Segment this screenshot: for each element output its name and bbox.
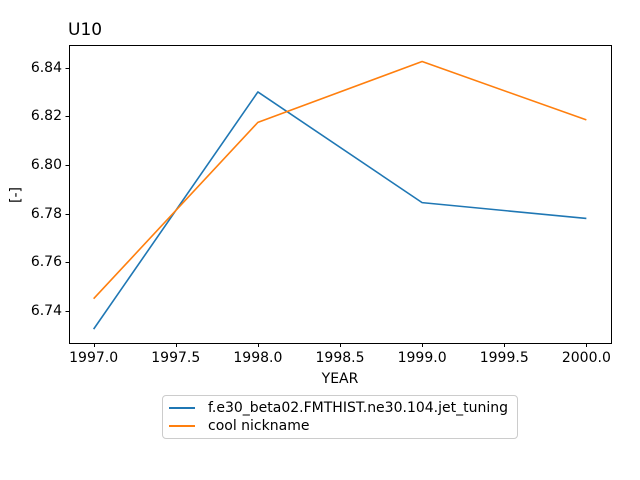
x-tick-label: 1997.5 xyxy=(151,350,201,366)
x-tick-label: 1997.0 xyxy=(69,350,119,366)
y-tick-label: 6.76 xyxy=(30,254,62,271)
legend-label: cool nickname xyxy=(208,418,310,434)
x-tick-label: 1999.0 xyxy=(397,350,447,366)
legend: f.e30_beta02.FMTHIST.ne30.104.jet_tuning… xyxy=(162,395,518,439)
y-tick-label: 6.80 xyxy=(30,156,62,173)
series-line-0 xyxy=(92,91,587,330)
x-tick-label: 2000.0 xyxy=(561,350,611,366)
y-tick-label: 6.78 xyxy=(30,205,62,222)
x-tick-label: 1998.5 xyxy=(315,350,365,366)
legend-item: f.e30_beta02.FMTHIST.ne30.104.jet_tuning xyxy=(169,399,508,417)
y-tick-label: 6.84 xyxy=(30,59,62,76)
legend-label: f.e30_beta02.FMTHIST.ne30.104.jet_tuning xyxy=(208,400,508,416)
orange-line-swatch xyxy=(169,425,195,427)
x-tick-label: 1998.0 xyxy=(233,350,283,366)
x-tick-label: 1999.5 xyxy=(479,350,529,366)
chart-title: U10 xyxy=(68,20,103,40)
y-tick-label: 6.74 xyxy=(30,302,62,319)
y-axis-label: [-] xyxy=(8,187,24,203)
legend-item: cool nickname xyxy=(169,417,508,435)
x-axis-label: YEAR xyxy=(321,371,359,387)
blue-line-swatch xyxy=(169,407,195,409)
y-tick-label: 6.82 xyxy=(30,108,62,125)
series-line-1 xyxy=(93,60,587,300)
